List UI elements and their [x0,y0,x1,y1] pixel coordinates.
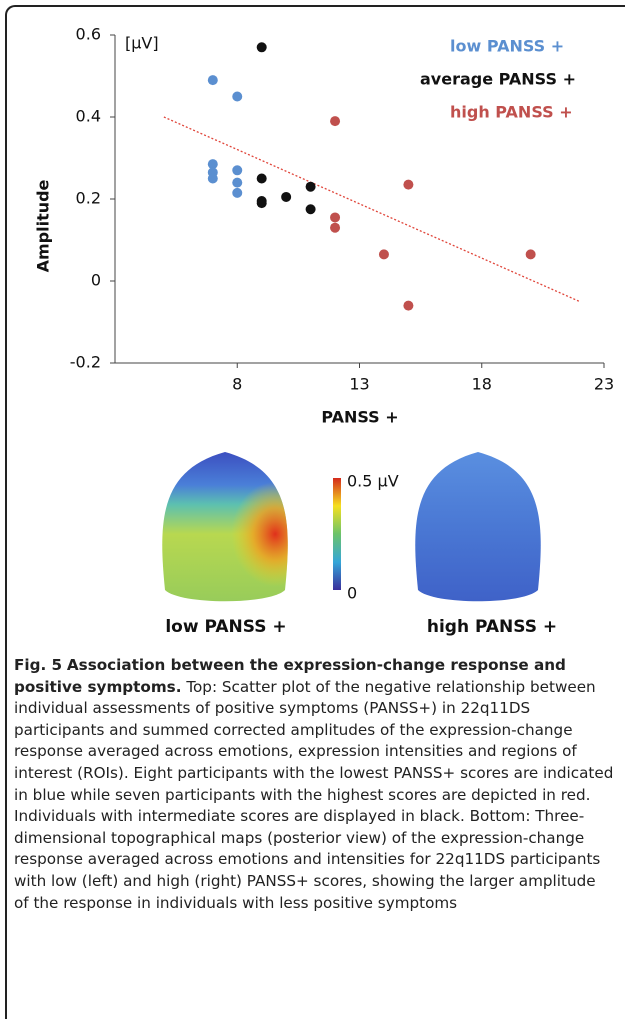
y-tick-label: 0.6 [76,25,101,44]
data-point [207,173,218,184]
data-point [305,204,316,215]
y-axis-title: Amplitude [34,179,53,272]
data-point [330,212,341,223]
data-point [330,222,341,233]
y-tick-label: 0 [91,271,101,290]
data-point [525,249,536,260]
data-point [256,198,267,209]
figure-frame [5,5,625,1019]
head-map-label: high PANSS + [427,617,557,637]
y-unit: [µV] [125,34,159,53]
colorbar [333,478,341,590]
caption-title: Association between the expression-chang… [14,656,566,696]
colorbar-min: 0 [347,584,357,603]
data-point [232,165,243,176]
legend-entry: high PANSS + [450,103,573,122]
head-shape [415,452,541,602]
y-tick-label: -0.2 [70,353,101,372]
head-map-high [415,452,541,602]
x-tick-label: 13 [349,375,369,394]
y-tick-label: 0.4 [76,107,101,126]
data-point [232,91,243,102]
data-point [256,42,267,53]
data-point [378,249,389,260]
data-point [256,173,267,184]
x-axis-title: PANSS + [321,408,398,427]
data-point [403,179,414,190]
trendline [163,116,580,303]
data-point [207,75,218,86]
head-map-low [162,452,288,602]
legend-entry: low PANSS + [450,37,564,56]
x-tick-label: 18 [472,375,492,394]
data-point [232,177,243,188]
data-point [305,181,316,192]
legend-entry: average PANSS + [420,70,576,89]
colorbar-max: 0.5 µV [347,472,399,491]
head-map-label: low PANSS + [165,617,286,637]
caption: Fig. 5 Association between the expressio… [14,655,614,914]
caption-label: Fig. 5 [14,656,63,674]
axes [110,34,605,368]
head-shape [162,452,288,602]
chart: Amplitude [µV] PANSS + 0.5 µV 0 low PANS… [34,25,615,638]
data-point [330,116,341,127]
data-point [232,187,243,198]
data-point [281,191,292,202]
data-point [403,300,414,311]
y-tick-label: 0.2 [76,189,101,208]
caption-text: Top: Scatter plot of the negative relati… [14,677,614,912]
x-tick-label: 8 [232,375,242,394]
x-tick-label: 23 [594,375,614,394]
data-point [207,159,218,170]
